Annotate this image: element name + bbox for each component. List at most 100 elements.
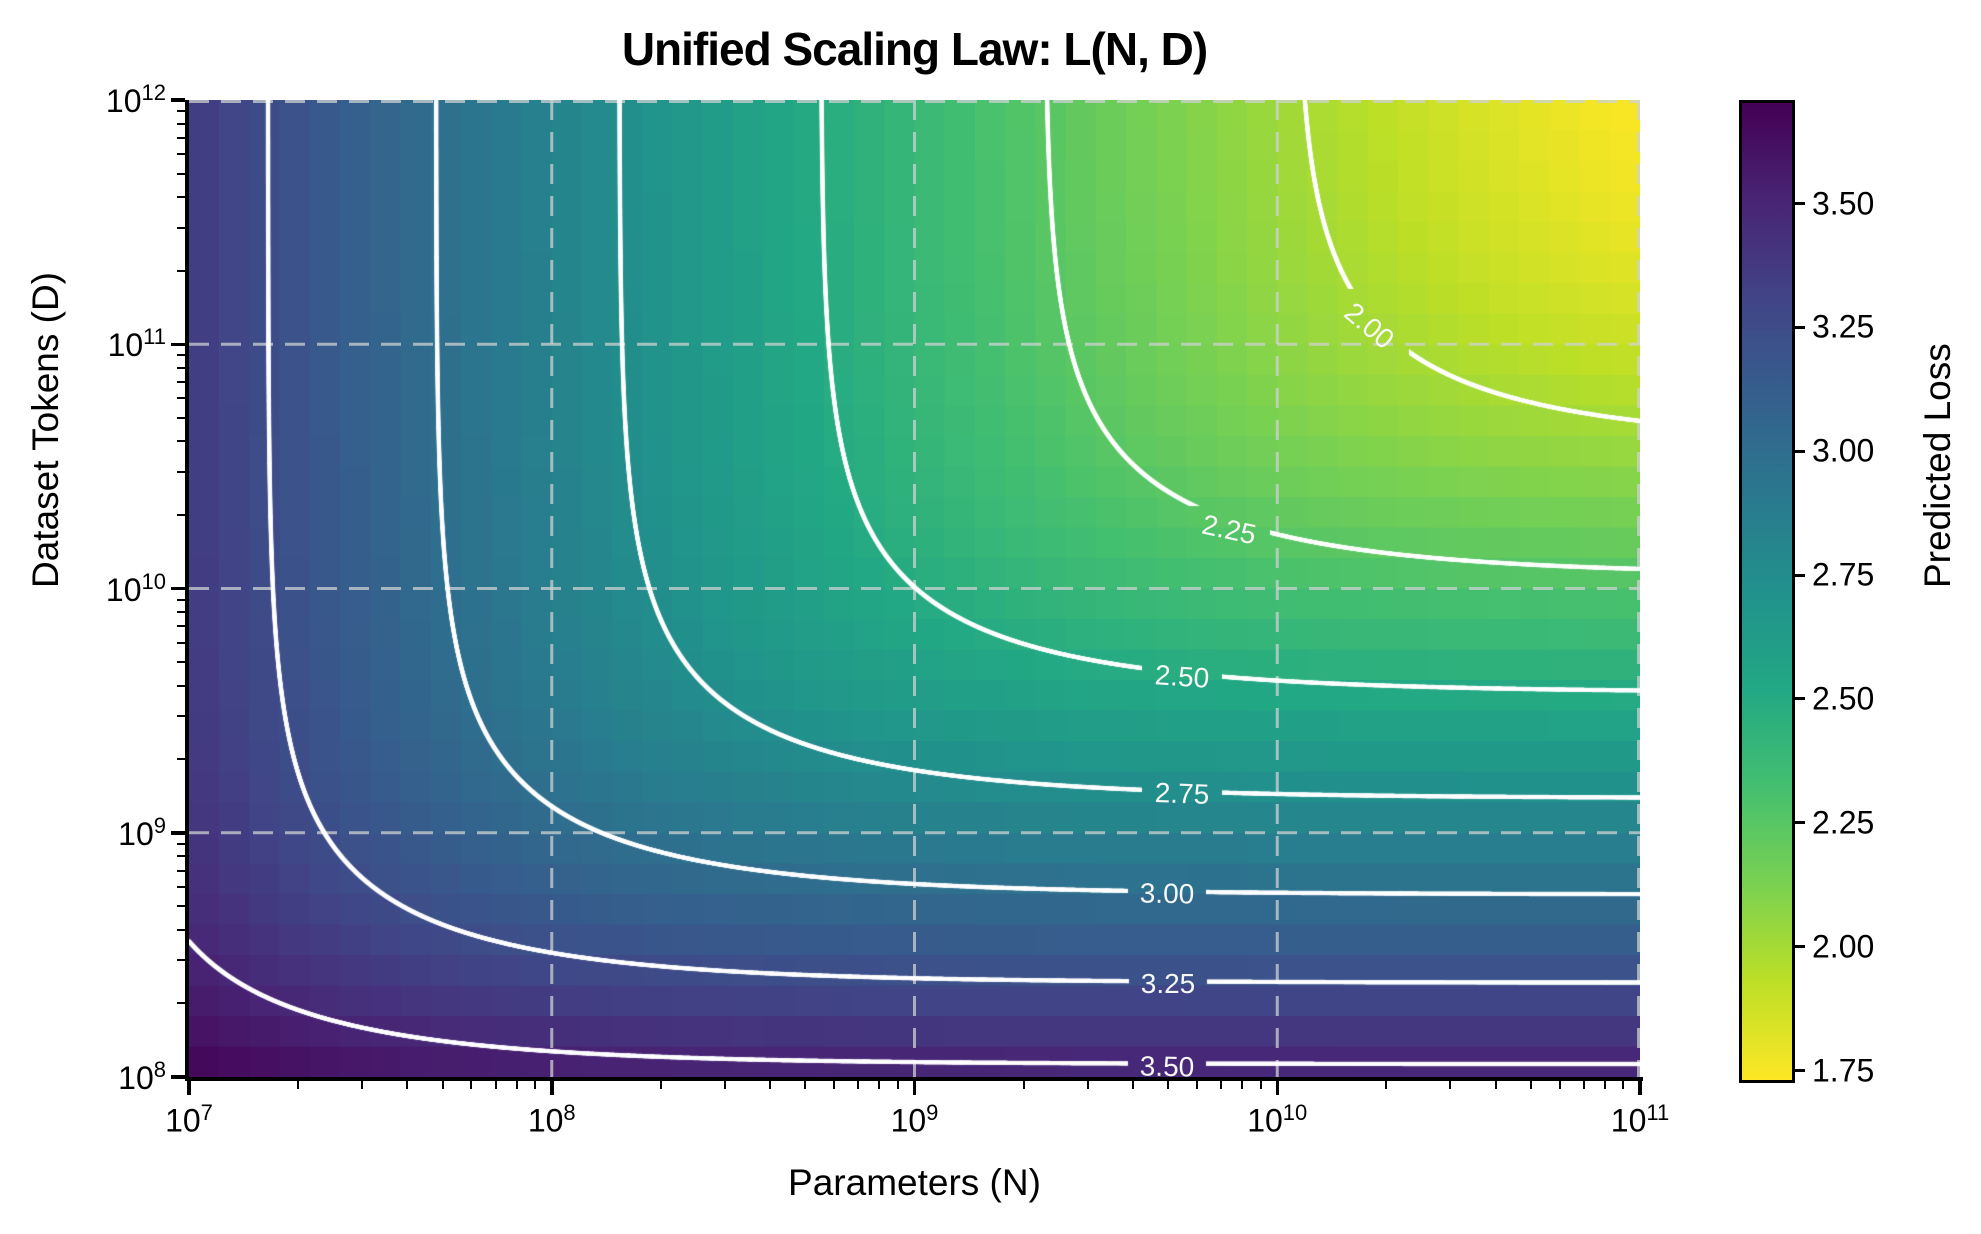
colorbar-tick — [1792, 821, 1805, 825]
x-minor-tick — [1241, 1081, 1244, 1089]
y-minor-tick — [177, 684, 185, 687]
contour-lines-canvas — [189, 100, 1640, 1077]
y-minor-tick — [177, 928, 185, 931]
y-tick-label-1e8: 108 — [118, 1057, 166, 1096]
colorbar-tick-label-2.75: 2.75 — [1812, 556, 1875, 593]
contour-label-2.75: 2.75 — [1154, 777, 1210, 810]
colorbar-tick-label-2.00: 2.00 — [1812, 928, 1875, 965]
y-major-tick — [171, 586, 185, 591]
x-tick-label-1e11: 1011 — [1610, 1100, 1670, 1139]
x-minor-tick — [297, 1081, 300, 1089]
x-minor-tick — [1385, 1081, 1388, 1089]
x-minor-tick — [494, 1081, 497, 1089]
colorbar-tick-label-1.75: 1.75 — [1812, 1052, 1875, 1089]
x-axis-label: Parameters (N) — [788, 1162, 1041, 1203]
y-minor-tick — [177, 885, 185, 888]
y-minor-tick — [177, 366, 185, 369]
y-minor-tick — [177, 869, 185, 872]
x-minor-tick — [659, 1081, 662, 1089]
x-minor-tick — [1086, 1081, 1089, 1089]
x-major-tick — [912, 1081, 917, 1095]
contour-label-3.50: 3.50 — [1139, 1050, 1195, 1077]
x-tick-label-1e8: 108 — [527, 1100, 576, 1139]
y-minor-tick — [177, 641, 185, 644]
y-minor-tick — [177, 758, 185, 761]
contour-label-2.50: 2.50 — [1153, 659, 1211, 694]
y-tick-label-1e9: 109 — [118, 812, 166, 852]
x-minor-tick — [857, 1081, 860, 1089]
colorbar-tick-label-2.50: 2.50 — [1812, 680, 1875, 717]
y-minor-tick — [177, 598, 185, 601]
x-tick-label-1e7: 107 — [165, 1100, 213, 1139]
y-axis-spine — [185, 100, 189, 1081]
colorbar-tick-label-2.25: 2.25 — [1812, 804, 1875, 841]
x-minor-tick — [833, 1081, 836, 1089]
chart-title: Unified Scaling Law: L(N, D) — [621, 23, 1208, 75]
contour-label-3.00: 3.00 — [1139, 877, 1195, 910]
x-minor-tick — [1622, 1081, 1625, 1089]
colorbar-tick — [1792, 573, 1805, 577]
y-major-tick — [171, 1075, 185, 1079]
x-major-tick — [1638, 1081, 1642, 1095]
x-tick-label-1e9: 109 — [890, 1100, 939, 1139]
x-minor-tick — [1449, 1081, 1452, 1089]
y-major-tick — [171, 342, 185, 346]
y-minor-tick — [177, 905, 185, 908]
x-minor-tick — [361, 1081, 364, 1089]
y-minor-tick — [177, 354, 185, 357]
x-axis-spine — [185, 1077, 1643, 1081]
y-minor-tick — [177, 470, 185, 473]
y-minor-tick — [177, 625, 185, 628]
y-minor-tick — [177, 661, 185, 664]
colorbar-tick — [1792, 449, 1805, 453]
y-minor-tick — [177, 110, 185, 113]
x-tick-label-1e10: 1010 — [1247, 1100, 1308, 1139]
x-minor-tick — [1220, 1081, 1223, 1089]
x-minor-tick — [1529, 1081, 1532, 1089]
colorbar-tick-label-3.00: 3.00 — [1812, 432, 1875, 469]
x-minor-tick — [1582, 1081, 1585, 1089]
y-minor-tick — [177, 226, 185, 229]
y-tick-label-1e11: 1011 — [107, 324, 166, 364]
x-minor-tick — [1195, 1081, 1198, 1089]
y-minor-tick — [177, 715, 185, 718]
y-minor-tick — [177, 855, 185, 858]
y-minor-tick — [177, 269, 185, 272]
colorbar-tick — [1792, 697, 1805, 701]
x-minor-tick — [1494, 1081, 1497, 1089]
x-minor-tick — [1558, 1081, 1561, 1089]
x-minor-tick — [515, 1081, 518, 1089]
y-minor-tick — [177, 611, 185, 614]
x-major-tick — [550, 1081, 554, 1095]
colorbar-tick — [1792, 325, 1805, 329]
x-minor-tick — [1022, 1081, 1025, 1089]
y-minor-tick — [177, 136, 185, 139]
y-minor-tick — [177, 196, 185, 199]
y-major-tick — [171, 831, 185, 835]
x-minor-tick — [406, 1081, 409, 1089]
y-minor-tick — [177, 440, 185, 443]
y-minor-tick — [177, 397, 185, 400]
colorbar-tick-label-3.50: 3.50 — [1812, 185, 1875, 222]
x-minor-tick — [1259, 1081, 1262, 1089]
y-minor-tick — [177, 172, 185, 175]
colorbar-tick — [1792, 1069, 1805, 1073]
y-minor-tick — [177, 1002, 185, 1005]
colorbar-tick-label-3.25: 3.25 — [1812, 308, 1875, 345]
x-minor-tick — [878, 1081, 881, 1089]
x-minor-tick — [1603, 1081, 1606, 1089]
y-minor-tick — [177, 153, 185, 156]
y-minor-tick — [177, 122, 185, 125]
y-minor-tick — [177, 381, 185, 384]
x-minor-tick — [1167, 1081, 1170, 1089]
colorbar-tick — [1792, 945, 1805, 949]
x-minor-tick — [441, 1081, 444, 1089]
y-major-tick — [171, 98, 185, 102]
y-tick-label-1e10: 1010 — [105, 568, 166, 608]
x-minor-tick — [804, 1081, 807, 1089]
x-minor-tick — [1131, 1081, 1134, 1089]
colorbar — [1739, 100, 1795, 1083]
y-minor-tick — [177, 842, 185, 845]
x-minor-tick — [723, 1081, 726, 1089]
